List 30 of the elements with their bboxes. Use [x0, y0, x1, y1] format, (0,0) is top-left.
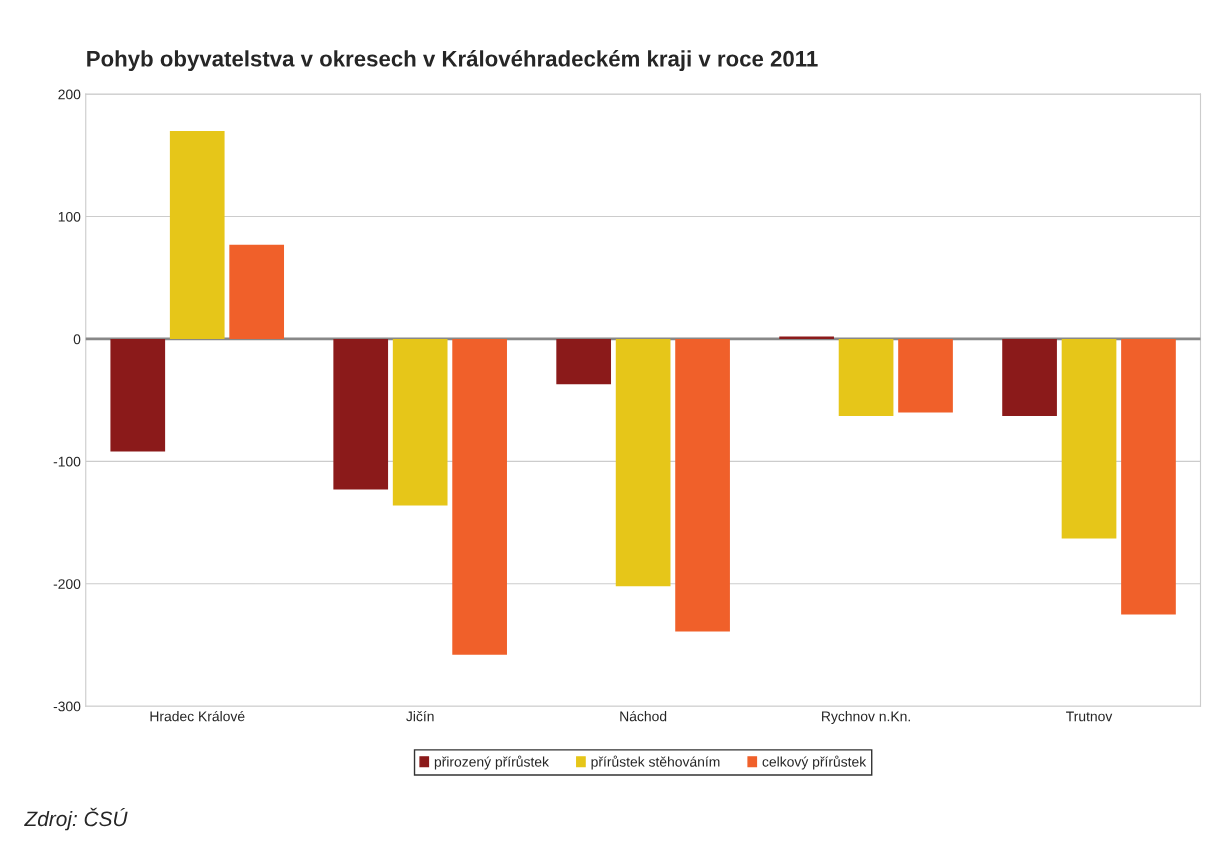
x-tick-label: Rychnov n.Kn. [822, 711, 910, 725]
y-tick-label: -300 [53, 701, 81, 712]
bar [838, 338, 894, 417]
bar [333, 338, 389, 490]
x-tick-label: Jičín [406, 710, 434, 722]
x-tick-label: Hradec Králové [150, 710, 245, 722]
bar [1061, 338, 1117, 539]
bar [1002, 338, 1057, 417]
y-tick-label: 0 [73, 334, 81, 345]
bar [675, 338, 730, 632]
x-tick-label: Trutnov [1066, 711, 1113, 722]
legend-label: přirozený přírůstek [434, 755, 549, 770]
bar [1121, 338, 1176, 615]
legend-label: přírůstek stěhováním [591, 755, 720, 770]
y-tick-label: 200 [58, 89, 81, 100]
bar [392, 338, 448, 506]
chart-title: Pohyb obyvatelstva v okresech v Královéhradeckém kraji v roce 2011 [87, 50, 818, 71]
bar [556, 338, 612, 385]
bar [169, 130, 225, 339]
bar [229, 244, 285, 339]
text: Zdroj: ČSÚ [24, 807, 128, 831]
bar [615, 338, 671, 587]
y-tick-label: -200 [53, 579, 81, 589]
y-tick-label: -100 [53, 456, 81, 467]
y-tick-label: 100 [58, 211, 81, 222]
bar [898, 338, 953, 413]
bar [110, 338, 166, 452]
legend-label: celkový přírůstek [762, 755, 867, 770]
x-tick-label: Náchod [620, 710, 667, 722]
bar [452, 338, 507, 655]
